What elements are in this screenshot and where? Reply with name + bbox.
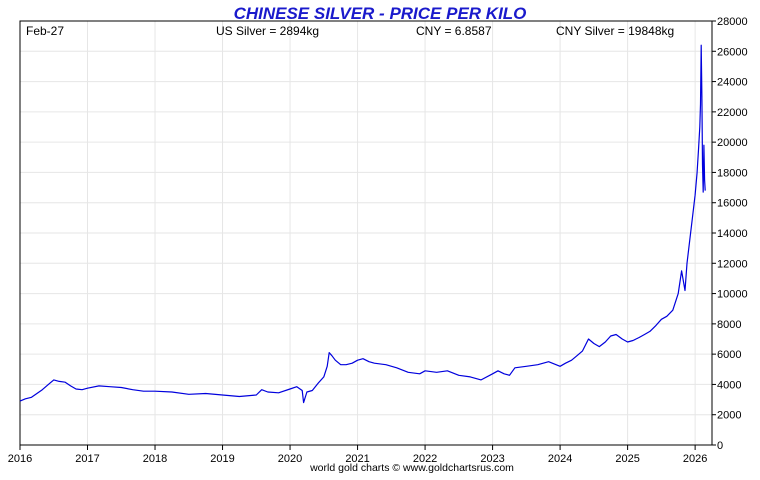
series-lines (19, 44, 706, 404)
x-tick-label: 2024 (548, 453, 572, 465)
y-tick-label: 22000 (717, 107, 748, 119)
x-tick-label: 2018 (143, 453, 167, 465)
y-tick-label: 26000 (717, 46, 748, 58)
header-date: Feb-27 (26, 24, 64, 38)
y-tick-label: 14000 (717, 228, 748, 240)
y-tick-label: 6000 (717, 349, 741, 361)
y-tick-label: 8000 (717, 319, 741, 331)
x-tick-label: 2017 (75, 453, 99, 465)
x-tick-label: 2026 (683, 453, 707, 465)
x-axis-ticks: 2016 2017 2018 2019 2020 2021 2022 2023 2024 2025… (8, 445, 707, 465)
y-tick-label: 24000 (717, 77, 748, 89)
y-tick-label: 0 (717, 440, 723, 452)
y-tick-label: 4000 (717, 379, 741, 391)
header-us-silver: US Silver = 2894kg (216, 24, 319, 38)
x-tick-label: 2019 (210, 453, 234, 465)
chart-title: CHINESE SILVER - PRICE PER KILO (234, 4, 527, 23)
x-tick-label: 2023 (480, 453, 504, 465)
x-tick-label: 2021 (345, 453, 369, 465)
x-tick-label: 2022 (413, 453, 437, 465)
header-cny-silver: CNY Silver = 19848kg (556, 24, 674, 38)
y-axis-ticks: 0 2000 4000 6000 8000 10000 12000 14000 16000 180… (712, 16, 748, 452)
x-tick-label: 2025 (615, 453, 639, 465)
x-tick-label: 2020 (278, 453, 302, 465)
y-tick-label: 12000 (717, 258, 748, 270)
y-tick-label: 28000 (717, 16, 748, 28)
header-cny: CNY = 6.8587 (416, 24, 492, 38)
grid-lines (19, 20, 712, 446)
footer-credit: world gold charts © www.goldchartsrus.co… (309, 462, 514, 474)
y-tick-label: 18000 (717, 167, 748, 179)
y-tick-label: 20000 (717, 137, 748, 149)
y-tick-label: 16000 (717, 198, 748, 210)
y-tick-label: 10000 (717, 289, 748, 301)
price-line (19, 44, 706, 404)
x-tick-label: 2016 (8, 453, 32, 465)
y-tick-label: 2000 (717, 410, 741, 422)
